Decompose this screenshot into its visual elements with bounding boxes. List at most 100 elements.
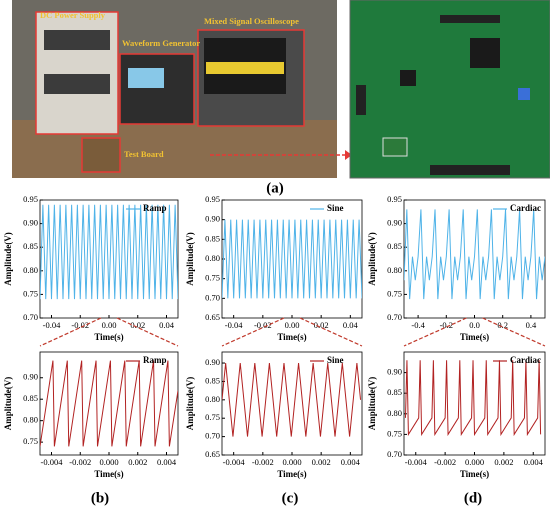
series-line	[222, 219, 362, 299]
plot-frame	[221, 351, 363, 456]
x-tick-label: -0.04	[43, 320, 61, 330]
legend-label: Cardiac	[510, 203, 541, 213]
plot-frame	[221, 199, 363, 319]
x-tick-label: -0.002	[434, 457, 456, 467]
y-tick-label: 0.75	[23, 436, 38, 446]
zoom-guide	[403, 317, 467, 347]
plot-frame	[403, 351, 546, 456]
x-tick-label: 0.2	[497, 320, 508, 330]
y-tick-label: 0.70	[205, 431, 220, 441]
panel-label: (a)	[266, 180, 284, 196]
series-line	[222, 362, 362, 437]
zoom-guide	[116, 317, 179, 347]
x-tick-label: 0.02	[130, 320, 145, 330]
x-tick-label: 0.002	[128, 457, 147, 467]
zoom-guide	[299, 317, 363, 347]
x-tick-label: 0.02	[314, 320, 329, 330]
y-tick-label: 0.80	[387, 408, 402, 418]
x-tick-label: 0.000	[99, 457, 118, 467]
y-tick-label: 0.85	[387, 387, 402, 397]
y-axis-label: Amplitude(V)	[3, 377, 13, 431]
zoom-guide	[221, 317, 285, 347]
panel-label: (c)	[282, 490, 299, 506]
y-tick-label: 0.90	[205, 214, 220, 224]
y-tick-label: 0.90	[205, 357, 220, 367]
panel-label: (d)	[464, 490, 482, 506]
x-axis-label: Time(s)	[277, 469, 306, 479]
y-tick-label: 0.90	[23, 218, 38, 228]
y-tick-label: 0.95	[23, 194, 38, 204]
x-tick-label: -0.002	[252, 457, 274, 467]
y-tick-label: 0.90	[387, 218, 402, 228]
y-axis-label: Amplitude(V)	[185, 377, 195, 431]
lab-photo	[12, 0, 352, 178]
y-tick-label: 0.70	[387, 312, 402, 322]
y-tick-label: 0.75	[205, 412, 220, 422]
x-axis-label: Time(s)	[460, 469, 489, 479]
y-tick-label: 0.80	[387, 265, 402, 275]
y-tick-label: 0.70	[205, 292, 220, 302]
y-tick-label: 0.95	[205, 194, 220, 204]
y-tick-label: 0.90	[387, 367, 402, 377]
x-axis-label: Time(s)	[94, 469, 123, 479]
y-tick-label: 0.85	[205, 233, 220, 243]
legend-label: Cardiac	[510, 355, 541, 365]
x-tick-label: 0.004	[157, 457, 177, 467]
y-tick-label: 0.95	[387, 194, 402, 204]
photo-label: Test Board	[124, 149, 164, 159]
x-tick-label: 0.004	[524, 457, 544, 467]
x-tick-label: 0.002	[494, 457, 513, 467]
y-tick-label: 0.65	[205, 312, 220, 322]
x-tick-label: 0.00	[285, 320, 300, 330]
x-axis-label: Time(s)	[94, 332, 123, 342]
x-tick-label: 0.004	[341, 457, 361, 467]
legend-label: Ramp	[143, 355, 167, 365]
y-tick-label: 0.75	[387, 428, 402, 438]
photo-label: Waveform Generator	[122, 38, 200, 48]
y-axis-label: Amplitude(V)	[367, 232, 377, 286]
y-tick-label: 0.85	[387, 241, 402, 251]
x-tick-label: -0.04	[225, 320, 243, 330]
y-axis-label: Amplitude(V)	[367, 377, 377, 431]
y-tick-label: 0.80	[205, 253, 220, 263]
x-tick-label: 0.000	[465, 457, 484, 467]
zoom-guide	[482, 317, 546, 347]
photo-label: DC Power Supply	[40, 10, 106, 20]
y-tick-label: 0.85	[23, 393, 38, 403]
y-tick-label: 0.70	[387, 449, 402, 459]
y-tick-label: 0.75	[205, 273, 220, 283]
y-tick-label: 0.80	[23, 415, 38, 425]
x-axis-label: Time(s)	[277, 332, 306, 342]
series-line	[404, 209, 545, 300]
y-axis-label: Amplitude(V)	[185, 232, 195, 286]
y-tick-label: 0.75	[387, 288, 402, 298]
x-tick-label: 0.00	[102, 320, 117, 330]
y-axis-label: Amplitude(V)	[3, 232, 13, 286]
pcb-photo	[349, 0, 550, 179]
y-tick-label: 0.65	[205, 449, 220, 459]
x-tick-label: -0.2	[440, 320, 453, 330]
x-tick-label: 0.002	[312, 457, 331, 467]
x-tick-label: -0.002	[69, 457, 91, 467]
series-line	[40, 204, 178, 300]
x-tick-label: 0.04	[343, 320, 359, 330]
x-tick-label: -0.004	[223, 457, 246, 467]
x-tick-label: 0.000	[282, 457, 301, 467]
y-tick-label: 0.80	[23, 265, 38, 275]
series-line	[404, 360, 542, 437]
photo-label: Mixed Signal Oscilloscope	[204, 16, 299, 26]
x-tick-label: -0.02	[254, 320, 272, 330]
zoom-guide	[39, 317, 102, 347]
legend-label: Ramp	[143, 203, 167, 213]
x-axis-label: Time(s)	[460, 332, 489, 342]
x-tick-label: -0.004	[405, 457, 428, 467]
y-tick-label: 0.85	[23, 241, 38, 251]
x-tick-label: 0.4	[526, 320, 537, 330]
x-tick-label: -0.02	[71, 320, 89, 330]
legend-label: Sine	[327, 355, 344, 365]
y-tick-label: 0.70	[23, 312, 38, 322]
panel-label: (b)	[91, 490, 109, 506]
y-tick-label: 0.90	[23, 372, 38, 382]
y-tick-label: 0.85	[205, 375, 220, 385]
